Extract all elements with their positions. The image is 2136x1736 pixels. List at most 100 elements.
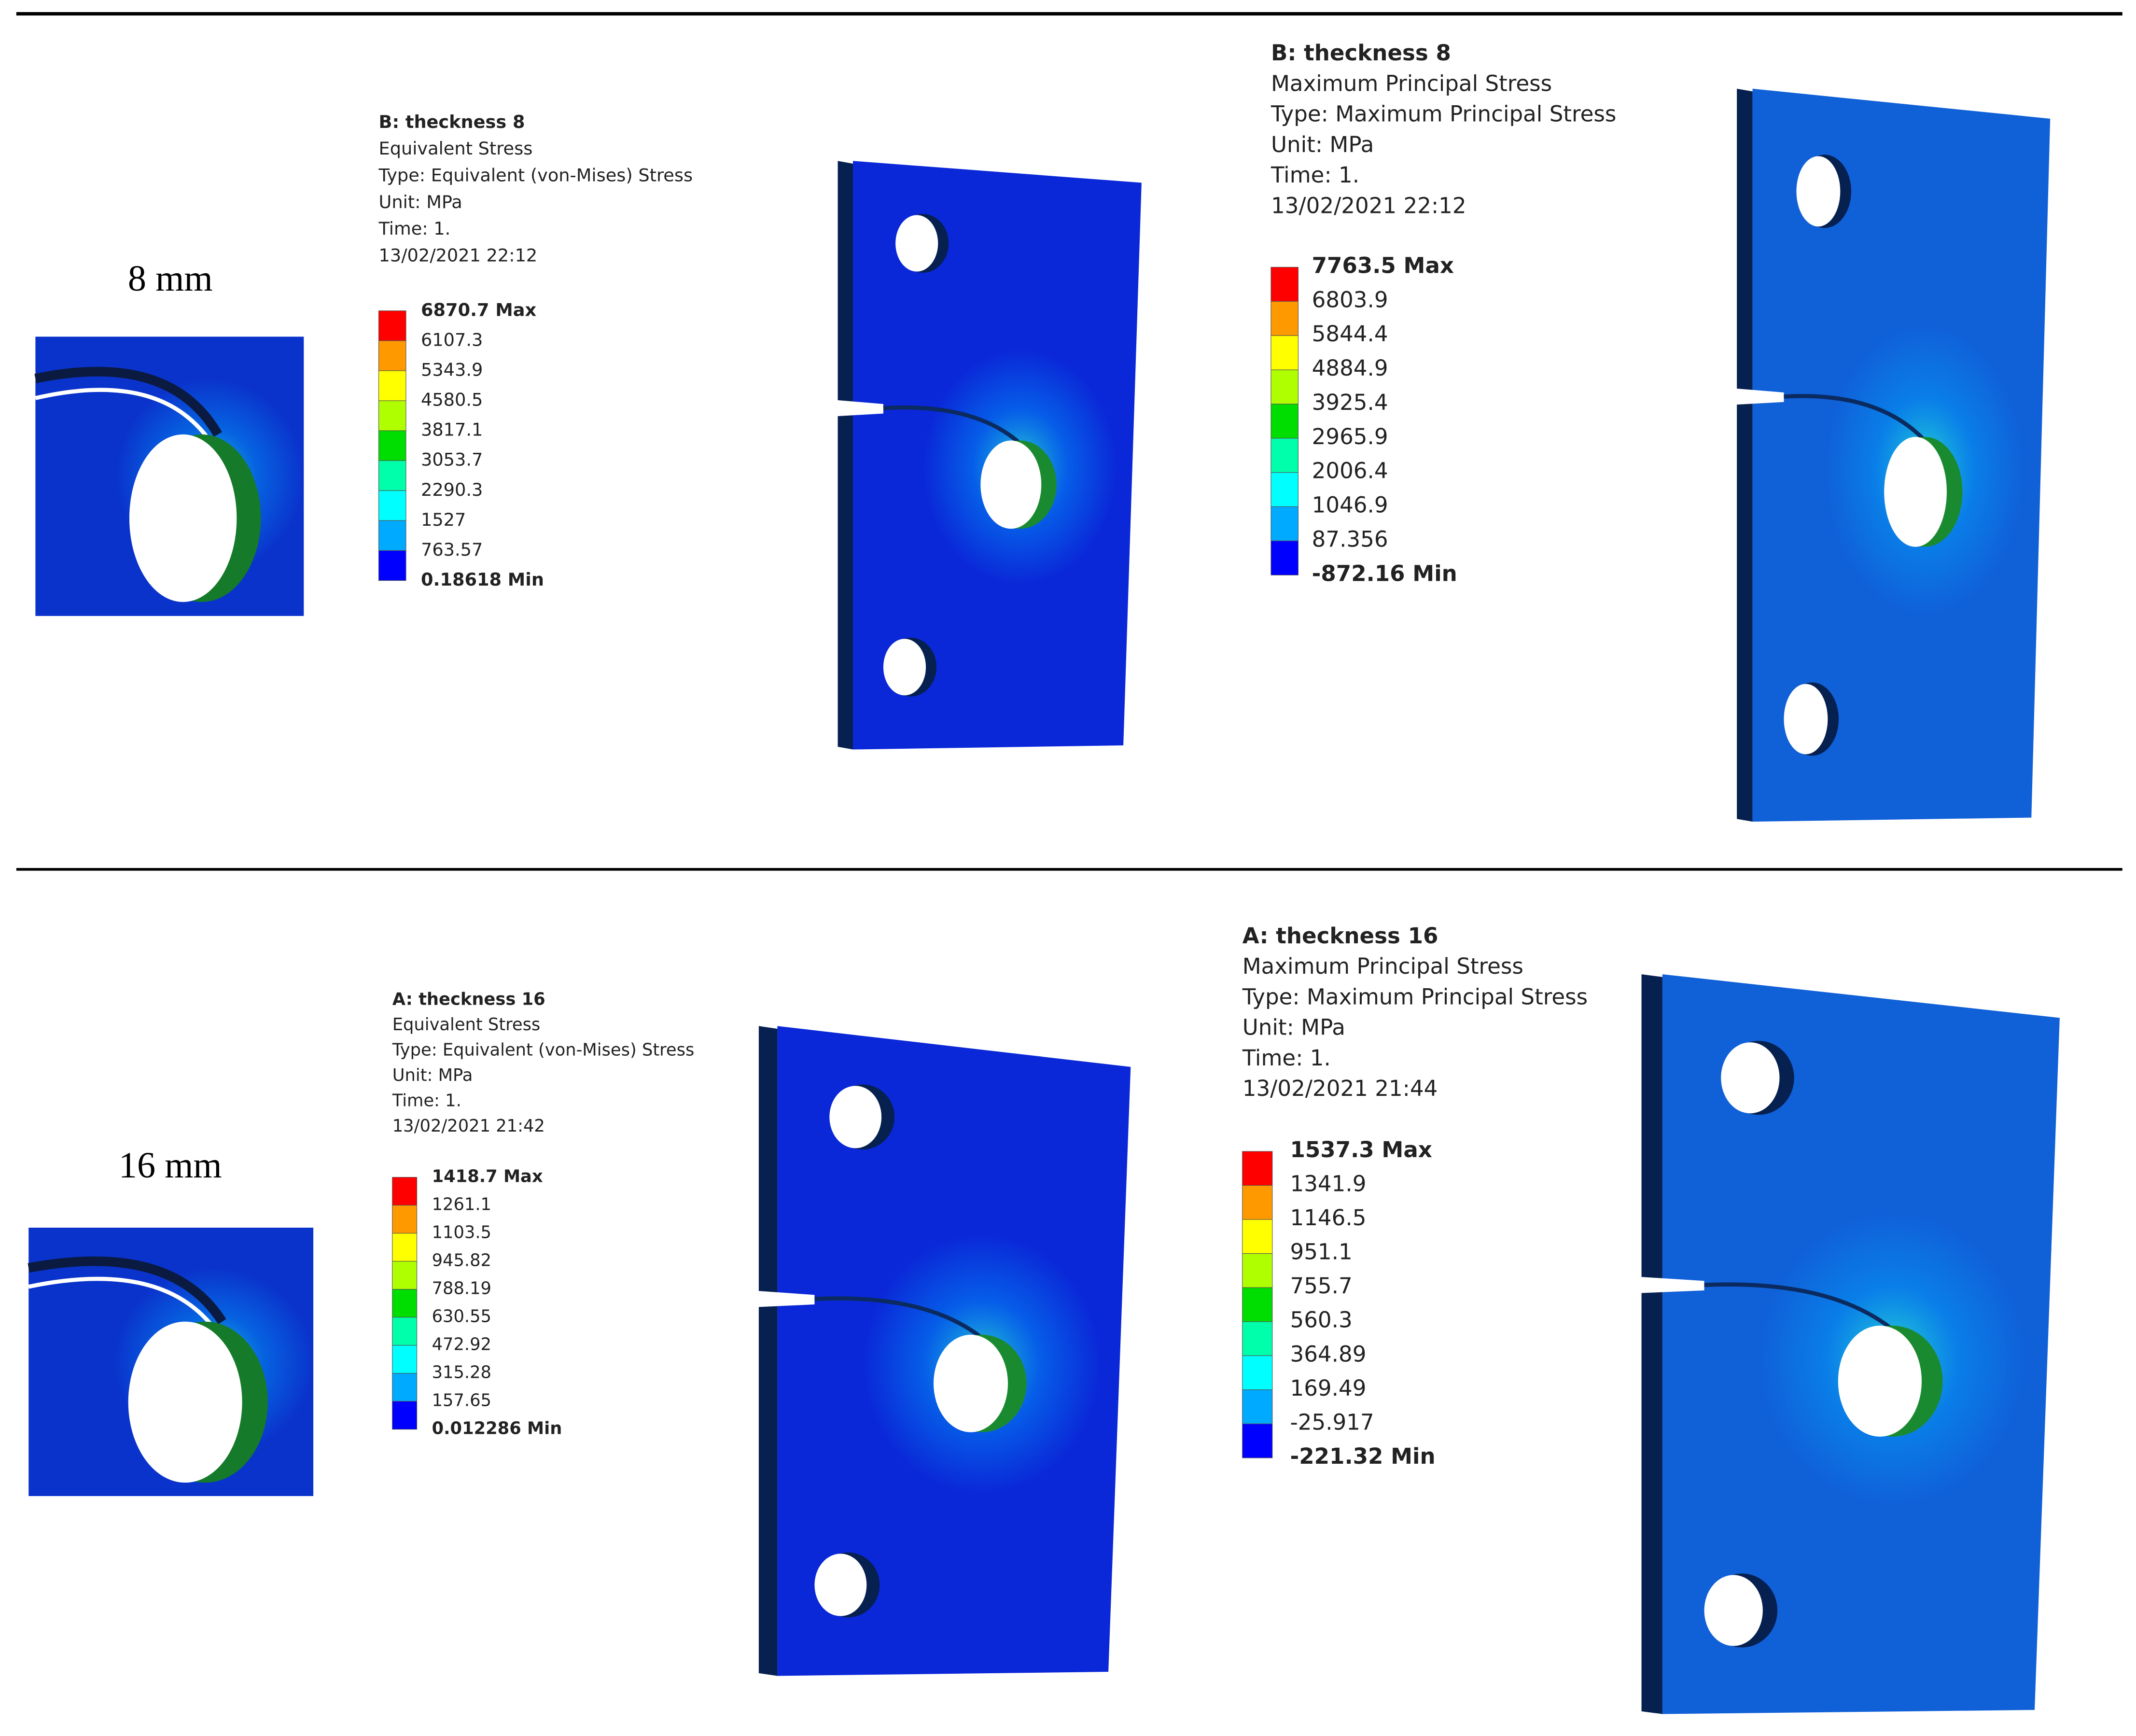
plate: [1734, 88, 2051, 822]
color-band: [392, 1177, 418, 1206]
legend-line: Unit: MPa: [1243, 1015, 1345, 1040]
hole: [1796, 156, 1841, 227]
scale-label: 364.89: [1290, 1341, 1366, 1367]
hole: [933, 1334, 1008, 1432]
inset-hole: [129, 434, 237, 602]
plate-edge: [1737, 88, 1753, 822]
legend-line: Unit: MPa: [379, 192, 462, 212]
scale-label: 560.3: [1290, 1307, 1352, 1333]
hole: [883, 639, 926, 696]
scale-label: -872.16 Min: [1312, 560, 1457, 586]
hole: [1784, 684, 1828, 755]
scale-label: 3925.4: [1312, 390, 1388, 415]
legend-line: Type: Equivalent (von-Mises) Stress: [378, 165, 693, 185]
legend-line: B: theckness 8: [379, 112, 525, 132]
inset-hole: [128, 1321, 242, 1483]
color-band: [1270, 506, 1298, 541]
scale-label: 788.19: [432, 1279, 491, 1299]
plate: [756, 1026, 1131, 1676]
scale-label: 7763.5 Max: [1312, 252, 1454, 278]
hole: [980, 440, 1042, 529]
crack: [1704, 1282, 1894, 1331]
scale-label: 4580.5: [421, 390, 483, 410]
slit: [1638, 1276, 1704, 1293]
legend-line: Unit: MPa: [392, 1065, 473, 1085]
legend-line: Time: 1.: [392, 1091, 461, 1111]
color-band: [1242, 1287, 1273, 1322]
legend-line: Maximum Principal Stress: [1243, 953, 1523, 979]
scale-label: 1341.9: [1290, 1171, 1366, 1197]
scale-label: 157.65: [432, 1391, 491, 1411]
color-band: [1242, 1253, 1273, 1288]
scale-label: 1146.5: [1290, 1205, 1366, 1231]
scale-label: 87.356: [1312, 526, 1388, 552]
color-band: [378, 490, 406, 521]
plate-edge: [1641, 974, 1662, 1714]
color-band: [392, 1345, 418, 1374]
scale-label: -221.32 Min: [1290, 1443, 1435, 1469]
scale-label: -25.917: [1290, 1409, 1374, 1435]
scale-label: 763.57: [421, 539, 483, 560]
color-band: [378, 340, 406, 371]
scale-label: 945.82: [432, 1251, 491, 1271]
scale-label: 5343.9: [421, 359, 483, 380]
row-label: 16 mm: [119, 1145, 222, 1186]
crack: [814, 1296, 983, 1340]
scale-label: 2965.9: [1312, 424, 1388, 449]
scale-label: 1046.9: [1312, 492, 1388, 518]
legend-line: Type: Maximum Principal Stress: [1270, 101, 1616, 127]
scale-label: 1537.3 Max: [1290, 1137, 1432, 1162]
color-band: [378, 430, 406, 461]
legend-line: Equivalent Stress: [379, 138, 533, 159]
legend-line: 13/02/2021 21:42: [392, 1116, 545, 1136]
scale-label: 2290.3: [421, 479, 483, 500]
scale-label: 6803.9: [1312, 287, 1388, 312]
scale-label: 6870.7 Max: [421, 299, 537, 320]
scale-label: 951.1: [1290, 1239, 1352, 1265]
hole: [1704, 1575, 1763, 1646]
legend-line: Time: 1.: [1242, 1045, 1331, 1071]
hole: [1838, 1326, 1922, 1437]
color-band: [1242, 1321, 1273, 1356]
color-band: [378, 520, 406, 551]
scale-label: 0.012286 Min: [432, 1419, 562, 1439]
color-band: [392, 1205, 418, 1234]
legend-line: 13/02/2021 22:12: [379, 245, 538, 266]
color-band: [1242, 1355, 1273, 1390]
color-band: [392, 1261, 418, 1290]
scale-label: 3817.1: [421, 420, 483, 440]
inset-crack-gap: [35, 388, 209, 439]
legend-line: Unit: MPa: [1271, 132, 1374, 157]
color-band: [378, 460, 406, 491]
plate-edge: [758, 1026, 778, 1676]
legend-line: B: theckness 8: [1271, 40, 1451, 66]
color-band: [1270, 404, 1298, 439]
scale-label: 2006.4: [1312, 458, 1388, 484]
color-band: [1270, 438, 1298, 473]
color-band: [1270, 335, 1298, 370]
scale-label: 4884.9: [1312, 355, 1388, 381]
slit: [756, 1290, 815, 1307]
hole: [829, 1086, 882, 1148]
scale-label: 1418.7 Max: [432, 1167, 543, 1187]
legend-line: Time: 1.: [1270, 162, 1359, 188]
color-band: [1242, 1185, 1273, 1220]
color-band: [392, 1317, 418, 1346]
scale-label: 630.55: [432, 1307, 491, 1327]
legend-line: Time: 1.: [378, 218, 451, 239]
color-band: [1270, 472, 1298, 507]
scale-label: 1261.1: [432, 1195, 491, 1215]
legend-line: Type: Maximum Principal Stress: [1242, 984, 1588, 1009]
color-band: [392, 1373, 418, 1402]
color-band: [392, 1401, 418, 1430]
scale-label: 315.28: [432, 1363, 491, 1383]
legend-line: A: theckness 16: [1243, 923, 1438, 949]
color-band: [392, 1289, 418, 1318]
color-band: [378, 370, 406, 401]
legend-line: A: theckness 16: [392, 990, 545, 1009]
inset-crack: [28, 1256, 226, 1324]
color-band: [1242, 1151, 1273, 1186]
legend-line: 13/02/2021 21:44: [1243, 1076, 1438, 1101]
row-label: 8 mm: [128, 258, 213, 299]
legend-line: Maximum Principal Stress: [1271, 70, 1552, 96]
